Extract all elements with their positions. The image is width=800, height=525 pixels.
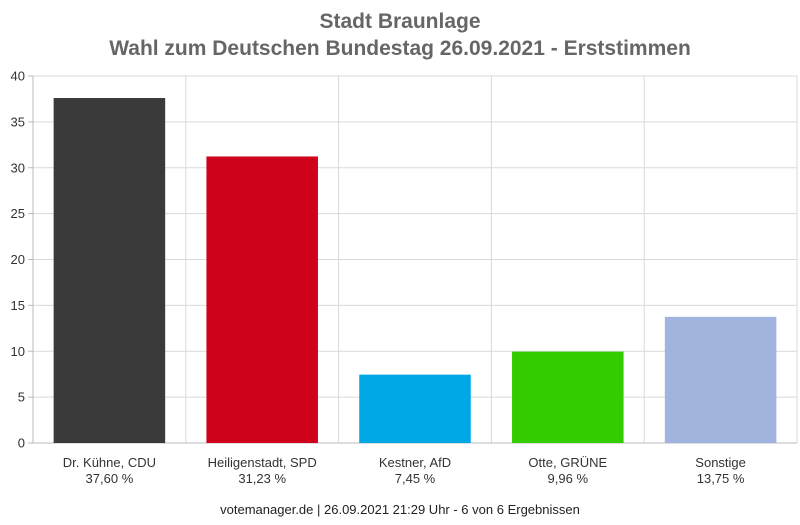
y-tick-label: 0 (18, 436, 25, 451)
y-tick-label: 20 (11, 252, 25, 267)
y-tick-label: 5 (18, 390, 25, 405)
bar (512, 351, 624, 443)
chart-title: Stadt Braunlage (319, 10, 481, 33)
x-category-label: Otte, GRÜNE (528, 455, 607, 470)
y-tick-label: 30 (11, 160, 25, 175)
footer-source: votemanager.de | 26.09.2021 21:29 Uhr - … (220, 502, 580, 517)
bar (359, 374, 471, 443)
y-tick-label: 10 (11, 344, 25, 359)
bar (53, 98, 166, 444)
data-label: 31,23 % (238, 471, 286, 486)
y-tick-label: 25 (11, 206, 25, 221)
x-category-label: Kestner, AfD (379, 455, 451, 470)
y-tick-label: 15 (11, 298, 25, 313)
bar (206, 156, 318, 443)
chart-subtitle: Wahl zum Deutschen Bundestag 26.09.2021 … (109, 37, 691, 60)
data-label: 9,96 % (548, 471, 589, 486)
data-label: 13,75 % (697, 471, 745, 486)
y-tick-label: 40 (11, 69, 25, 84)
x-category-label: Heiligenstadt, SPD (208, 455, 317, 470)
x-category-label: Dr. Kühne, CDU (63, 455, 156, 470)
data-label: 37,60 % (86, 471, 134, 486)
x-category-label: Sonstige (695, 455, 746, 470)
y-tick-label: 35 (11, 114, 25, 129)
bar (664, 316, 777, 443)
data-label: 7,45 % (395, 471, 436, 486)
